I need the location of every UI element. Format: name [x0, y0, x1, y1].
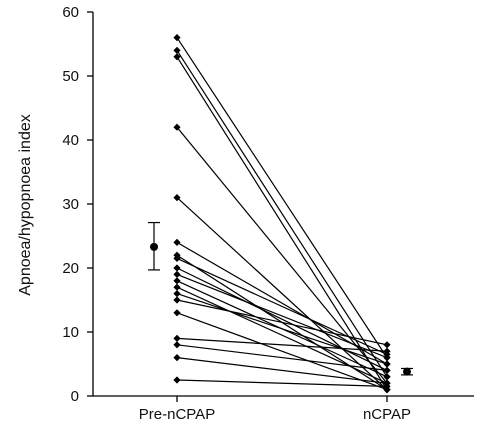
y-tick-label-0: 0: [71, 388, 79, 405]
pre-point-18: [173, 376, 181, 384]
pre-point-14: [173, 309, 181, 317]
post-point-10: [383, 373, 391, 381]
x-tick-label-0: Pre-nCPAP: [139, 406, 215, 423]
post-point-13: [383, 341, 391, 349]
post-point-16: [383, 366, 391, 374]
pair-line-1: [176, 50, 388, 378]
pair-line-14: [176, 312, 388, 391]
pre-point-16: [173, 341, 181, 349]
points: [173, 34, 391, 394]
pre-point-8: [173, 264, 181, 272]
pre-point-15: [173, 334, 181, 342]
y-tick-label-6: 60: [62, 4, 79, 21]
axes: 0 10 20 30 40 50 60 Pre-nCPAP nCPAP Apnoea/hypo…: [17, 4, 474, 423]
x-tick-label-1: nCPAP: [363, 406, 411, 423]
pair-line-4: [176, 197, 388, 391]
post-point-18: [383, 382, 391, 390]
pre-point-1: [173, 46, 181, 54]
y-axis-title: Apnoea/hypopnoea index: [17, 114, 34, 296]
pair-line-9: [176, 273, 388, 359]
pair-line-16: [176, 344, 388, 371]
y-tick-label-1: 10: [62, 324, 79, 341]
summary-marks: [148, 221, 413, 376]
y-tick-label-3: 30: [62, 196, 79, 213]
pre-point-5: [173, 238, 181, 246]
post-point-15: [383, 347, 391, 355]
post-point-9: [383, 354, 391, 362]
pair-line-0: [176, 37, 388, 358]
pair-line-15: [176, 337, 388, 352]
y-tick-label-4: 40: [62, 132, 79, 149]
pre-point-12: [173, 290, 181, 298]
pre-point-7: [173, 254, 181, 262]
mean-point-0: [150, 242, 158, 251]
pair-lines: [176, 37, 388, 391]
y-ticks: 0 10 20 30 40 50 60: [62, 4, 93, 405]
pair-line-3: [176, 126, 388, 384]
x-ticks: Pre-nCPAP nCPAP: [139, 396, 411, 423]
pre-point-0: [173, 34, 181, 42]
pre-point-3: [173, 123, 181, 131]
pre-point-10: [173, 277, 181, 285]
post-point-12: [383, 360, 391, 368]
pre-point-11: [173, 283, 181, 291]
y-tick-label-5: 50: [62, 68, 79, 85]
y-tick-label-2: 20: [62, 260, 79, 277]
pre-point-13: [173, 296, 181, 304]
pair-line-2: [176, 56, 388, 390]
pre-point-9: [173, 270, 181, 278]
pair-line-13: [176, 299, 388, 346]
mean-point-1: [403, 367, 411, 376]
pair-line-17: [176, 357, 388, 384]
pre-point-17: [173, 354, 181, 362]
pair-line-11: [176, 286, 388, 384]
pair-line-7: [176, 257, 388, 355]
pair-line-18: [176, 379, 388, 387]
pair-line-12: [176, 293, 388, 365]
pre-point-2: [173, 53, 181, 61]
pre-point-4: [173, 194, 181, 202]
pair-line-8: [176, 267, 388, 371]
